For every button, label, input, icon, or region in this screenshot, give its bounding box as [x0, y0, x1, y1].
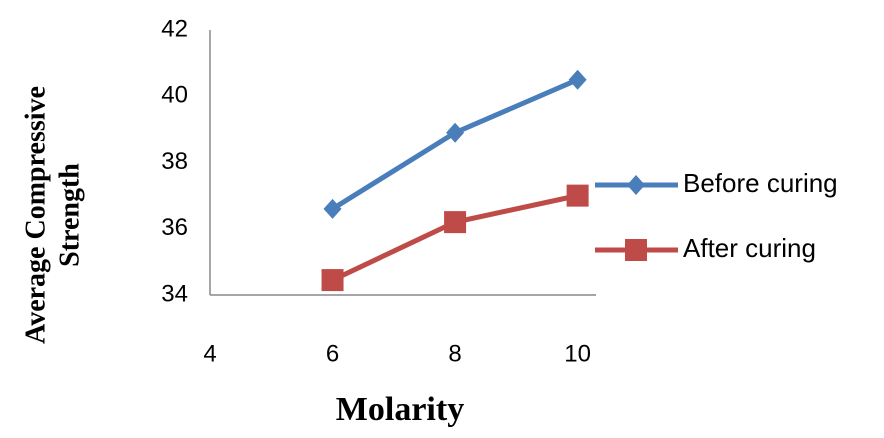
data-point	[323, 198, 342, 219]
series-line	[331, 77, 579, 211]
legend-marker	[625, 239, 647, 261]
legend-marker	[627, 175, 645, 195]
data-point	[446, 122, 465, 143]
data-point	[566, 184, 589, 207]
y-axis-title: Average Compressive Strength	[20, 86, 85, 344]
legend-label: After curing	[683, 233, 816, 263]
y-axis-title-line: Strength	[54, 163, 85, 267]
y-tick-label: 36	[161, 214, 188, 241]
x-tick-label: 8	[448, 340, 461, 367]
series-line	[331, 193, 579, 283]
y-tick-label: 34	[161, 280, 188, 307]
legend-label: Before curing	[683, 168, 838, 198]
data-point	[321, 269, 344, 292]
x-tick-label: 10	[564, 340, 591, 367]
data-point	[444, 211, 467, 234]
y-tick-label: 38	[161, 148, 188, 175]
data-point	[568, 69, 587, 90]
y-tick-label: 40	[161, 82, 188, 109]
x-tick-label: 6	[326, 340, 339, 367]
y-axis-title-line: Average Compressive	[20, 86, 51, 344]
y-tick-label: 42	[161, 15, 188, 42]
x-axis-title: Molarity	[336, 391, 464, 428]
x-tick-label: 4	[203, 340, 216, 367]
